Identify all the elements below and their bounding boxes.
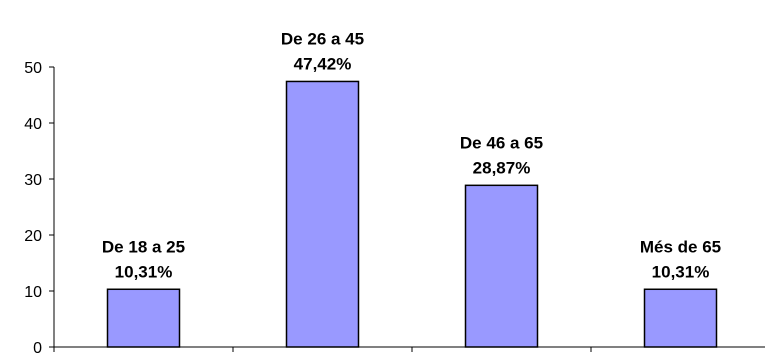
bar <box>643 288 718 348</box>
bar-category-label: De 26 a 45 <box>281 29 364 48</box>
bar <box>285 80 360 348</box>
bar-value-label: 10,31% <box>652 262 710 281</box>
bar-value-label: 47,42% <box>294 54 352 73</box>
bar <box>106 288 181 348</box>
bar-category-label: De 18 a 25 <box>102 237 185 256</box>
bar-category-label: Més de 65 <box>640 237 721 256</box>
bars <box>106 80 718 348</box>
y-tick-label: 10 <box>24 284 42 301</box>
y-tick-label: 50 <box>24 60 42 77</box>
y-tick-label: 40 <box>24 116 42 133</box>
data-labels: De 18 a 25 10,31% De 26 a 45 47,42% De 46 a … <box>102 29 721 281</box>
bar-value-label: 10,31% <box>115 262 173 281</box>
bar <box>464 184 539 348</box>
y-tick-label: 30 <box>24 172 42 189</box>
bar-category-label: De 46 a 65 <box>460 133 543 152</box>
y-tick-label: 20 <box>24 228 42 245</box>
bar-value-label: 28,87% <box>473 158 531 177</box>
y-tick-label: 0 <box>33 340 42 356</box>
